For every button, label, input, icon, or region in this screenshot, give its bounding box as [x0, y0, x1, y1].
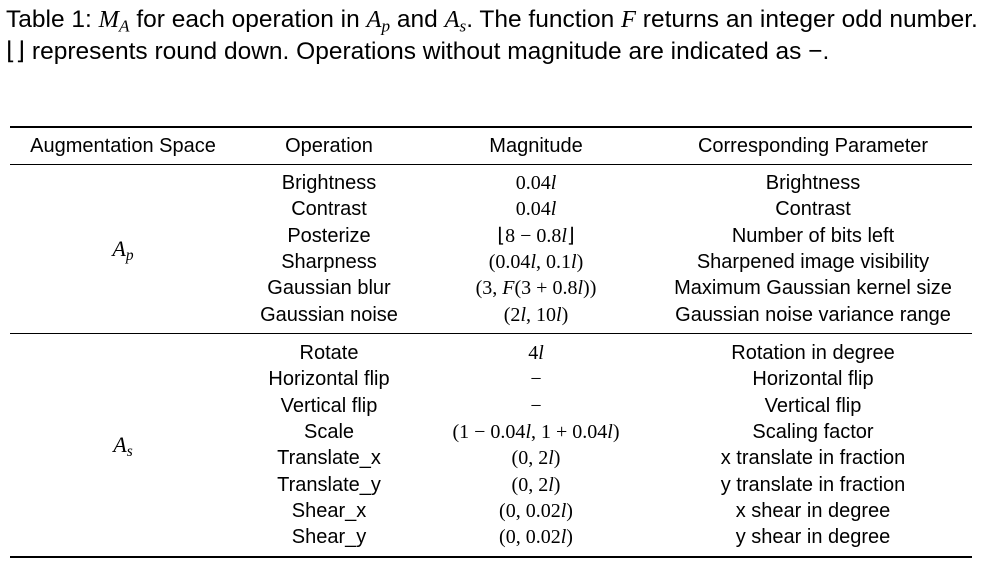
header-corresponding-parameter: Corresponding Parameter [697, 135, 929, 157]
caption-text: Table 1: [6, 6, 99, 33]
cell-operation: Gaussian blur [267, 277, 391, 300]
table-caption: Table 1: MA for each operation in Ap and… [6, 4, 982, 68]
cell-magnitude: − [530, 394, 542, 417]
cell-operation: Shear_x [291, 499, 367, 522]
cell-magnitude: 0.04l [515, 172, 557, 194]
cell-operation: Brightness [281, 172, 377, 194]
caption-text: and [390, 6, 445, 33]
group-label-s: As [113, 432, 133, 461]
cell-operation: Scale [303, 420, 355, 443]
cell-magnitude: (0, 2l) [511, 447, 561, 470]
cell-operation: Sharpness [281, 250, 377, 273]
cell-parameter: x translate in fraction [720, 447, 906, 470]
cell-magnitude: (2l, 10l) [503, 303, 569, 326]
table-header-rule [10, 164, 972, 165]
cell-parameter: y translate in fraction [720, 473, 906, 496]
cell-magnitude: (3, F(3 + 0.8l)) [475, 277, 597, 300]
cell-parameter: x shear in degree [735, 499, 891, 522]
caption-text: returns an integer odd number. ⌊⌋ repres… [6, 6, 978, 65]
cell-parameter: Number of bits left [731, 224, 895, 247]
cell-magnitude: (1 − 0.04l, 1 + 0.04l) [452, 420, 620, 443]
cell-magnitude: (0, 0.02l) [499, 499, 573, 522]
header-operation: Operation [285, 135, 373, 157]
caption-math-a-p: Ap [366, 6, 391, 36]
cell-magnitude: (0, 2l) [511, 473, 561, 496]
cell-operation: Translate_x [277, 447, 381, 470]
table-group-rule [10, 333, 972, 334]
cell-operation: Horizontal flip [268, 368, 390, 391]
cell-operation: Vertical flip [280, 394, 378, 417]
cell-magnitude: 0.04l [515, 198, 557, 221]
cell-operation: Translate_y [277, 473, 381, 496]
header-magnitude: Magnitude [489, 135, 583, 157]
cell-operation: Posterize [287, 224, 371, 247]
cell-operation: Gaussian noise [260, 303, 398, 326]
cell-parameter: Gaussian noise variance range [675, 303, 951, 326]
cell-parameter: Scaling factor [752, 420, 874, 443]
cell-operation: Shear_y [291, 526, 367, 549]
cell-parameter: Brightness [765, 172, 861, 194]
cell-parameter: Contrast [775, 198, 851, 221]
caption-math-f: F [621, 6, 636, 33]
caption-text: for each operation in [129, 6, 367, 33]
cell-operation: Contrast [291, 198, 367, 221]
cell-parameter: Maximum Gaussian kernel size [674, 277, 952, 300]
cell-magnitude: (0.04l, 0.1l) [488, 250, 584, 273]
cell-magnitude: (0, 0.02l) [499, 526, 573, 549]
cell-parameter: Sharpened image visibility [696, 250, 930, 273]
caption-math-a-s: As [444, 6, 467, 36]
group-label-p: Ap [112, 235, 134, 264]
caption-math-m-a: MA [98, 6, 130, 36]
cell-parameter: y shear in degree [735, 526, 891, 549]
cell-magnitude: 4l [528, 342, 544, 364]
caption-text: . The function [466, 6, 622, 33]
header-augmentation-space: Augmentation Space [30, 135, 216, 157]
cell-parameter: Rotation in degree [731, 342, 895, 364]
table-top-rule [10, 126, 972, 128]
cell-magnitude: ⌊8 − 0.8l⌋ [497, 224, 575, 247]
cell-operation: Rotate [299, 342, 359, 364]
cell-parameter: Horizontal flip [752, 368, 874, 391]
cell-magnitude: − [530, 368, 542, 391]
cell-parameter: Vertical flip [764, 394, 862, 417]
table-bottom-rule [10, 556, 972, 558]
